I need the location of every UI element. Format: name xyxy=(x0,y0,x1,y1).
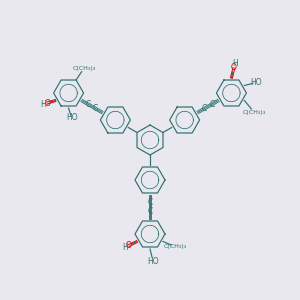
Text: O: O xyxy=(126,241,131,250)
Text: C: C xyxy=(147,198,153,207)
Text: C(CH₃)₃: C(CH₃)₃ xyxy=(243,110,266,115)
Text: C: C xyxy=(202,104,207,113)
Text: C(CH₃)₃: C(CH₃)₃ xyxy=(164,244,187,249)
Text: C: C xyxy=(209,100,214,109)
Text: HO: HO xyxy=(66,113,77,122)
Text: C(CH₃)₃: C(CH₃)₃ xyxy=(73,65,96,70)
Text: O: O xyxy=(231,63,237,72)
Text: C: C xyxy=(85,100,91,109)
Text: HO: HO xyxy=(250,78,262,87)
Text: C: C xyxy=(147,207,153,216)
Text: C: C xyxy=(93,104,98,113)
Text: HO: HO xyxy=(147,256,159,266)
Text: H: H xyxy=(232,59,238,68)
Text: O: O xyxy=(44,98,50,108)
Text: H: H xyxy=(122,243,128,252)
Text: H: H xyxy=(41,100,46,109)
